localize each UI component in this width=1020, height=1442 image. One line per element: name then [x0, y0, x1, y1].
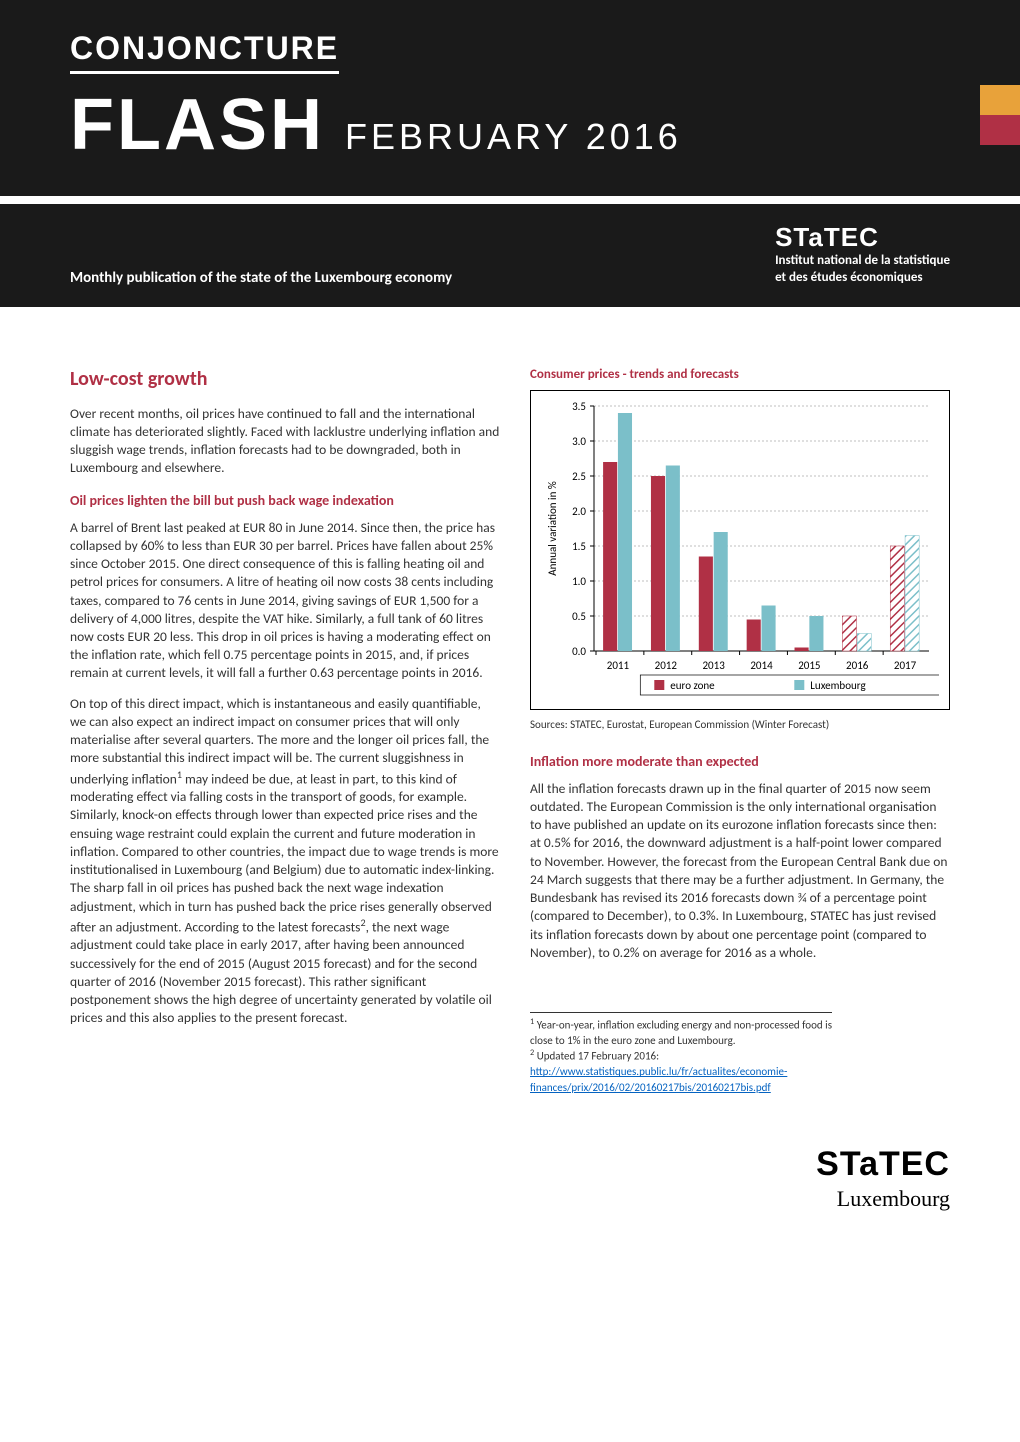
svg-text:2014: 2014	[750, 659, 773, 672]
luxembourg-label: Luxembourg	[0, 1186, 950, 1212]
footnotes: 1 Year-on-year, inflation excluding ener…	[530, 1012, 832, 1095]
footnote-1: 1 Year-on-year, inflation excluding ener…	[530, 1017, 832, 1048]
subheader-band: Monthly publication of the state of the …	[0, 204, 1020, 307]
paragraph-oil-2: On top of this direct impact, which is i…	[70, 695, 500, 1028]
subsection-inflation: Inflation more moderate than expected	[530, 753, 950, 770]
paragraph-inflation: All the inflation forecasts drawn up in …	[530, 780, 950, 962]
content-area: Low-cost growth Over recent months, oil …	[0, 307, 1020, 1125]
statec-logo-bottom: STaTEC	[0, 1145, 950, 1184]
svg-text:2017: 2017	[894, 659, 917, 672]
left-column: Low-cost growth Over recent months, oil …	[70, 367, 500, 1095]
article-title: Low-cost growth	[70, 367, 500, 391]
flash-row: FLASH FEBRUARY 2016	[70, 84, 950, 166]
svg-text:2012: 2012	[655, 659, 678, 672]
svg-text:2013: 2013	[702, 659, 725, 672]
svg-text:Luxembourg: Luxembourg	[810, 679, 865, 692]
svg-text:0.5: 0.5	[572, 610, 586, 623]
svg-text:2.5: 2.5	[572, 470, 586, 483]
issue-month-year: FEBRUARY 2016	[345, 116, 682, 158]
svg-text:2016: 2016	[846, 659, 869, 672]
svg-text:2.0: 2.0	[572, 505, 586, 518]
intro-paragraph: Over recent months, oil prices have cont…	[70, 405, 500, 478]
statec-brand-top: STaTEC Institut national de la statistiq…	[775, 222, 950, 287]
svg-text:1.5: 1.5	[572, 540, 586, 553]
svg-text:0.0: 0.0	[572, 645, 586, 658]
svg-text:Annual variation in %: Annual variation in %	[546, 481, 559, 576]
subsection-oil: Oil prices lighten the bill but push bac…	[70, 492, 500, 509]
footnote-2-text: Updated 17 February 2016:	[537, 1050, 659, 1063]
footer-logo: STaTEC Luxembourg	[0, 1125, 1020, 1252]
consumer-prices-chart: 0.0 0.5 1.0 1.5 2.0 2.5 3.0 3.5 Annual variation…	[539, 401, 939, 701]
svg-text:1.0: 1.0	[572, 575, 586, 588]
svg-text:2011: 2011	[607, 659, 630, 672]
paragraph-oil-1: A barrel of Brent last peaked at EUR 80 …	[70, 519, 500, 683]
right-column: Consumer prices - trends and forecasts 0…	[530, 367, 950, 1095]
statec-subtitle-1: Institut national de la statistique	[775, 253, 950, 270]
footnote-1-text: Year-on-year, inflation excluding energy…	[530, 1019, 832, 1047]
svg-text:3.0: 3.0	[572, 435, 586, 448]
publication-subtitle: Monthly publication of the state of the …	[70, 269, 452, 287]
chart-container: 0.0 0.5 1.0 1.5 2.0 2.5 3.0 3.5 Annual variation…	[530, 390, 950, 710]
statec-subtitle-2: et des études économiques	[775, 270, 950, 287]
p3-part-b: may indeed be due, at least in part, to …	[70, 770, 499, 935]
chart-title: Consumer prices - trends and forecasts	[530, 367, 950, 382]
header-band: CONJONCTURE FLASH FEBRUARY 2016	[0, 0, 1020, 196]
chart-source: Sources: STATEC, Eurostat, European Comm…	[530, 718, 950, 731]
footnote-2-link[interactable]: http://www.statistiques.public.lu/fr/act…	[530, 1065, 787, 1093]
svg-text:3.5: 3.5	[572, 401, 586, 413]
svg-text:euro zone: euro zone	[670, 679, 715, 692]
svg-text:2015: 2015	[798, 659, 820, 672]
flash-title: FLASH	[70, 84, 325, 166]
footnote-2: 2 Updated 17 February 2016:	[530, 1048, 832, 1064]
accent-decoration	[980, 85, 1020, 145]
conjoncture-title: CONJONCTURE	[70, 30, 339, 74]
statec-logo-text: STaTEC	[775, 222, 950, 253]
